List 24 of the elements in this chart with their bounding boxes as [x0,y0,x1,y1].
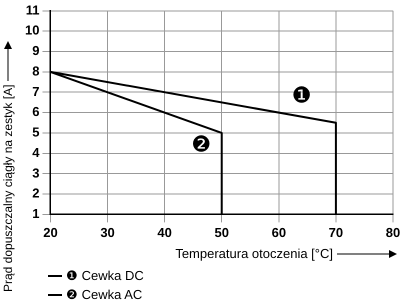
x-tick-label: 60 [272,224,286,240]
y-tick-label: 3 [32,165,40,180]
x-tick-label: 50 [214,224,229,240]
legend-label: ❶ Cewka DC [66,267,144,285]
y-tick-label: 6 [32,104,40,120]
x-tick-label: 20 [43,224,58,240]
annotation: ❷ [191,132,212,158]
y-tick-label: 9 [32,43,40,58]
y-tick-label: 4 [32,144,40,160]
y-tick-label: 10 [24,22,40,38]
y-tick-label: 7 [32,84,40,99]
y-tick-label: 1 [32,206,40,221]
annotation: ❶ [292,83,312,108]
x-axis-title: Temperatura otoczenia [°C] [175,246,333,261]
x-tick-label: 70 [328,224,344,240]
y-tick-label: 11 [26,2,40,18]
y-tick-label: 8 [32,63,40,78]
x-tick-label: 30 [100,224,115,240]
y-tick-label: 2 [32,186,40,201]
legend-label: ❷ Cewka AC [66,286,142,304]
y-axis-title: Prąd dopuszczalny ciągły na zestyk [A] [1,84,15,292]
y-tick-label: 5 [32,124,40,140]
x-tick-label: 40 [157,224,172,240]
x-tick-label: 80 [386,224,400,240]
